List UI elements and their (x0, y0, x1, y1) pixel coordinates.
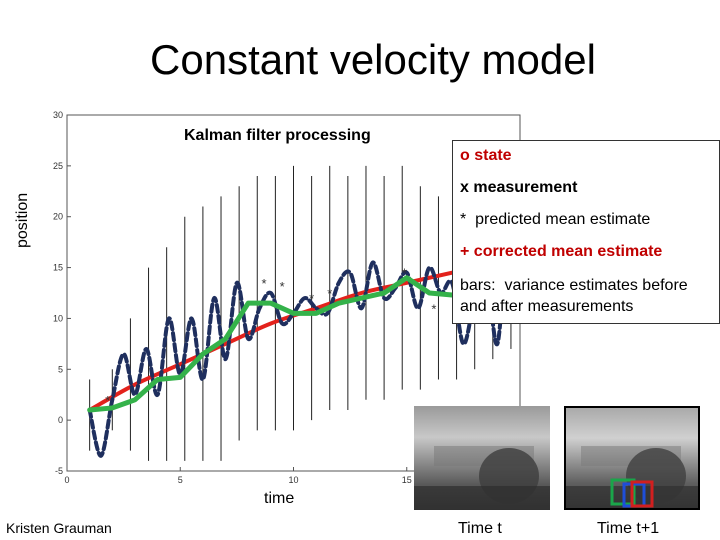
x-ticks: 0 5 10 15 (64, 467, 412, 485)
author-credit: Kristen Grauman (6, 520, 112, 536)
frame-time-t (414, 406, 550, 510)
x-tick-label: 5 (178, 475, 183, 485)
y-axis-label: position (14, 192, 31, 248)
frame-time-t1 (564, 406, 700, 510)
predicted-point-4: * (327, 286, 332, 301)
legend-predicted: * predicted mean estimate (460, 211, 651, 228)
slide-title: Constant velocity model (150, 36, 596, 83)
y-tick-label: 25 (53, 161, 63, 171)
y-ticks: -5 0 5 10 15 20 25 30 (53, 110, 71, 476)
y-tick-label: 0 (58, 415, 63, 425)
legend-state: o state (460, 147, 512, 164)
predicted-point-3: * (309, 291, 314, 306)
predicted-point-5: * (402, 266, 407, 281)
legend-corrected: + corrected mean estimate (460, 243, 663, 260)
y-tick-label: 20 (53, 212, 63, 222)
y-tick-label: 5 (58, 364, 63, 374)
legend: o state x measurement * predicted mean e… (452, 140, 720, 324)
x-tick-label: 0 (64, 475, 69, 485)
series-corrected (87, 275, 523, 413)
predicted-point-6: * (431, 301, 436, 316)
predicted-point-1: * (262, 276, 267, 291)
caption-time-t: Time t (458, 520, 502, 537)
caption-time-t1: Time t+1 (597, 520, 660, 537)
legend-bars: bars: variance estimates before and afte… (460, 277, 693, 315)
y-tick-label: 10 (53, 313, 63, 323)
y-tick-label: -5 (55, 466, 63, 476)
predicted-point-0: * (105, 393, 110, 408)
red-box (630, 480, 654, 508)
y-tick-label: 30 (53, 110, 63, 120)
x-axis-label: time (264, 490, 295, 507)
legend-measurement: x measurement (460, 179, 578, 196)
predicted-point-2: * (280, 279, 285, 294)
x-tick-label: 10 (288, 475, 298, 485)
chart-title: Kalman filter processing (184, 127, 371, 144)
y-tick-label: 15 (53, 263, 63, 273)
x-tick-label: 15 (402, 475, 412, 485)
